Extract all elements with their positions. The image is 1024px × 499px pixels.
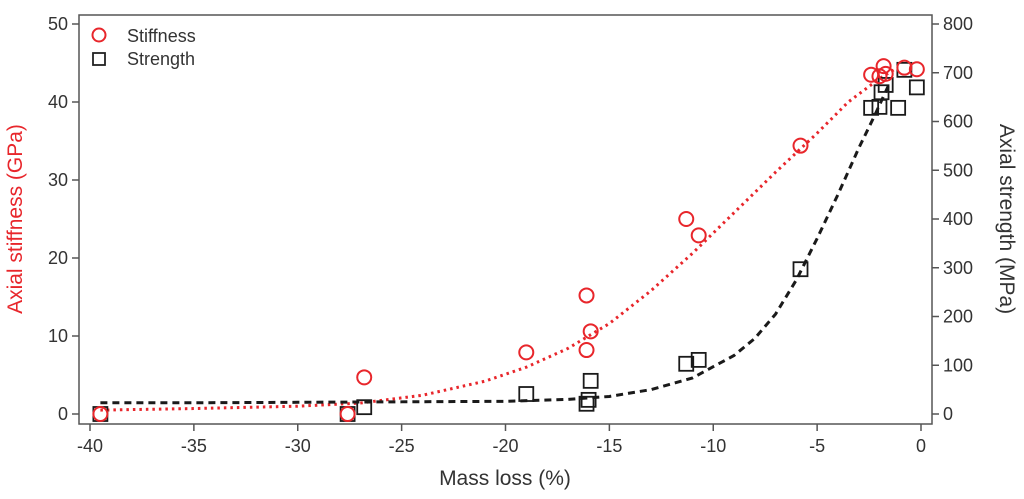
y-left-tick-label: 50 <box>48 14 68 34</box>
legend-strength-marker <box>92 52 106 66</box>
legend-stiffness-marker <box>91 27 107 43</box>
stiffness-point <box>678 211 695 227</box>
strength-fit-line <box>100 81 892 405</box>
y-right-tick-label: 0 <box>943 404 953 424</box>
stiffness-point <box>356 369 373 386</box>
y-right-tick-label: 800 <box>943 14 973 34</box>
y-right-tick-label: 400 <box>943 209 973 229</box>
strength-point <box>690 351 707 368</box>
y-right-tick-label: 500 <box>943 160 973 180</box>
x-tick-label: -35 <box>181 436 207 456</box>
plot-frame <box>78 14 933 425</box>
x-tick-label: -20 <box>492 436 518 456</box>
y-right-tick-label: 100 <box>943 355 973 375</box>
stiffness-fit-line <box>100 67 897 412</box>
y-left-tick-label: 20 <box>48 248 68 268</box>
stiffness-point <box>896 59 913 76</box>
stiffness-point <box>518 344 535 361</box>
stiffness-point <box>578 287 595 304</box>
x-axis-label: Mass loss (%) <box>439 467 571 490</box>
strength-point <box>578 395 595 412</box>
stiffness-point <box>875 58 892 75</box>
x-tick-label: -5 <box>809 436 825 456</box>
strength-point <box>863 99 880 116</box>
x-tick-label: -15 <box>596 436 622 456</box>
strength-point <box>890 99 907 116</box>
strength-point <box>580 391 597 408</box>
stiffness-point <box>339 406 356 422</box>
stiffness-point <box>908 61 925 78</box>
x-tick-label: -40 <box>77 436 103 456</box>
legend-strength-label: Strength <box>127 49 195 69</box>
y-right-tick-label: 300 <box>943 258 973 278</box>
y-left-tick-label: 10 <box>48 326 68 346</box>
strength-point <box>792 261 809 278</box>
stiffness-point <box>877 65 894 82</box>
y-left-tick-label: 40 <box>48 92 68 112</box>
y-left-tick-label: 30 <box>48 170 68 190</box>
stiffness-point <box>92 406 109 422</box>
strength-point <box>678 355 695 372</box>
y-right-tick-label: 600 <box>943 112 973 132</box>
strength-point <box>356 399 373 416</box>
y-left-tick-label: 0 <box>58 404 68 424</box>
x-tick-label: -10 <box>700 436 726 456</box>
stiffness-point <box>578 342 595 359</box>
strength-point <box>908 79 925 96</box>
x-tick-label: -30 <box>285 436 311 456</box>
y-axis-right-label: Axial strength (MPa) <box>995 124 1018 314</box>
stiffness-point <box>582 323 599 340</box>
y-right-tick-label: 700 <box>943 63 973 83</box>
x-tick-label: 0 <box>916 436 926 456</box>
y-axis-left-label: Axial stiffness (GPa) <box>4 124 27 314</box>
legend: Stiffness Strength <box>91 26 196 69</box>
strength-point <box>518 386 535 402</box>
y-right-tick-label: 200 <box>943 307 973 327</box>
strength-point <box>582 372 599 389</box>
legend-stiffness-label: Stiffness <box>127 26 196 46</box>
stiffness-point <box>792 137 809 154</box>
stiffness-point <box>690 227 707 244</box>
x-tick-label: -25 <box>389 436 415 456</box>
